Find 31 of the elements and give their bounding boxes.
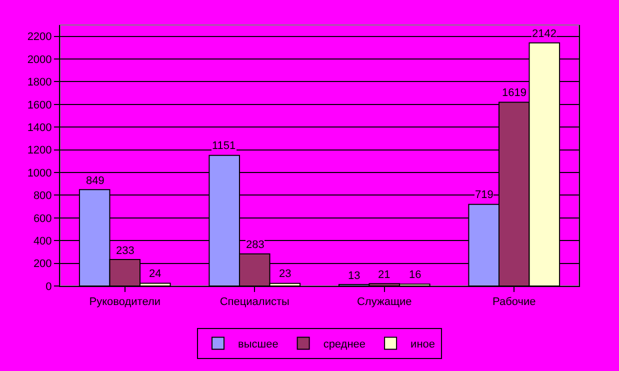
y-tick-label: 1400: [27, 122, 52, 134]
legend-label: иное: [410, 338, 436, 351]
data-label: 2142: [532, 28, 556, 40]
data-label: 16: [409, 269, 422, 281]
data-label: 1151: [212, 140, 236, 152]
y-tick-label: 2000: [27, 54, 52, 66]
data-label: 23: [279, 268, 292, 280]
data-label: 13: [348, 270, 360, 282]
legend-label: среднее: [323, 338, 366, 351]
data-label: 1619: [502, 87, 526, 99]
x-tick-label: Служащие: [356, 296, 412, 308]
data-label: 719: [475, 189, 494, 201]
y-tick-label: 1000: [27, 167, 52, 180]
y-tick-label: 1800: [27, 76, 52, 89]
data-label: 849: [86, 175, 104, 187]
y-tick-label: 1200: [27, 144, 52, 157]
x-tick-label: Специалисты: [220, 296, 290, 308]
y-tick-label: 200: [33, 258, 52, 270]
x-tick-label: Руководители: [89, 296, 161, 308]
y-tick-label: 0: [46, 280, 52, 293]
x-tick-label: Рабочие: [492, 296, 536, 308]
legend-label: высшее: [238, 338, 278, 351]
data-label: 24: [149, 268, 162, 280]
y-tick-label: 1600: [27, 99, 52, 112]
data-label: 233: [116, 245, 134, 257]
data-label: 21: [378, 269, 390, 281]
y-tick-label: 2200: [27, 31, 52, 44]
y-tick-label: 600: [33, 212, 52, 225]
data-label: 283: [246, 239, 264, 251]
y-tick-label: 800: [33, 190, 52, 202]
y-tick-label: 400: [33, 235, 52, 248]
